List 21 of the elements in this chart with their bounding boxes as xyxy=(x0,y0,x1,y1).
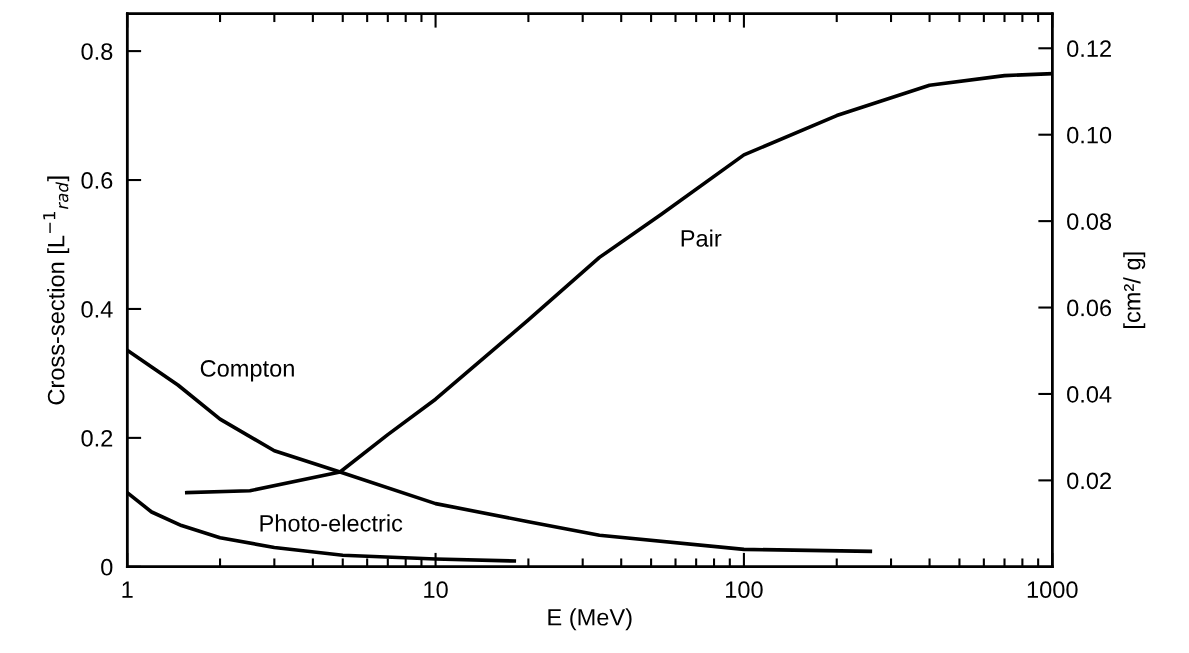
y-tick-label: 0 xyxy=(101,558,113,576)
y-tick-label: 0.2 xyxy=(81,429,113,447)
y2-tick-label: 0.08 xyxy=(1067,213,1112,230)
y2-axis-title: [cm²/ g] xyxy=(1123,252,1146,328)
y2-tick-label: 0.06 xyxy=(1067,299,1112,317)
x-tick-label: 1000 xyxy=(1027,581,1078,599)
x-tick-label: 100 xyxy=(726,581,763,599)
y-tick-label: 0.6 xyxy=(81,172,113,189)
y-axis-title: Cross-section [L$^{−1}$$_{rad}$] xyxy=(43,176,70,405)
y2-tick-label: 0.10 xyxy=(1067,126,1112,144)
y-tick-label: 0.4 xyxy=(81,301,113,318)
annotation: Photo-electric xyxy=(260,514,403,532)
y2-tick-label: 0.04 xyxy=(1067,386,1112,403)
y2-tick-label: 0.12 xyxy=(1067,40,1111,58)
annotation: Pair xyxy=(681,229,722,247)
x-tick-label: 1 xyxy=(122,581,133,598)
annotation: Compton xyxy=(200,360,294,382)
x-axis-title: E (MeV) xyxy=(548,608,632,631)
y2-tick-label: 0.02 xyxy=(1067,472,1111,490)
y-tick-label: 0.8 xyxy=(81,43,113,60)
x-tick-label: 10 xyxy=(424,581,448,599)
